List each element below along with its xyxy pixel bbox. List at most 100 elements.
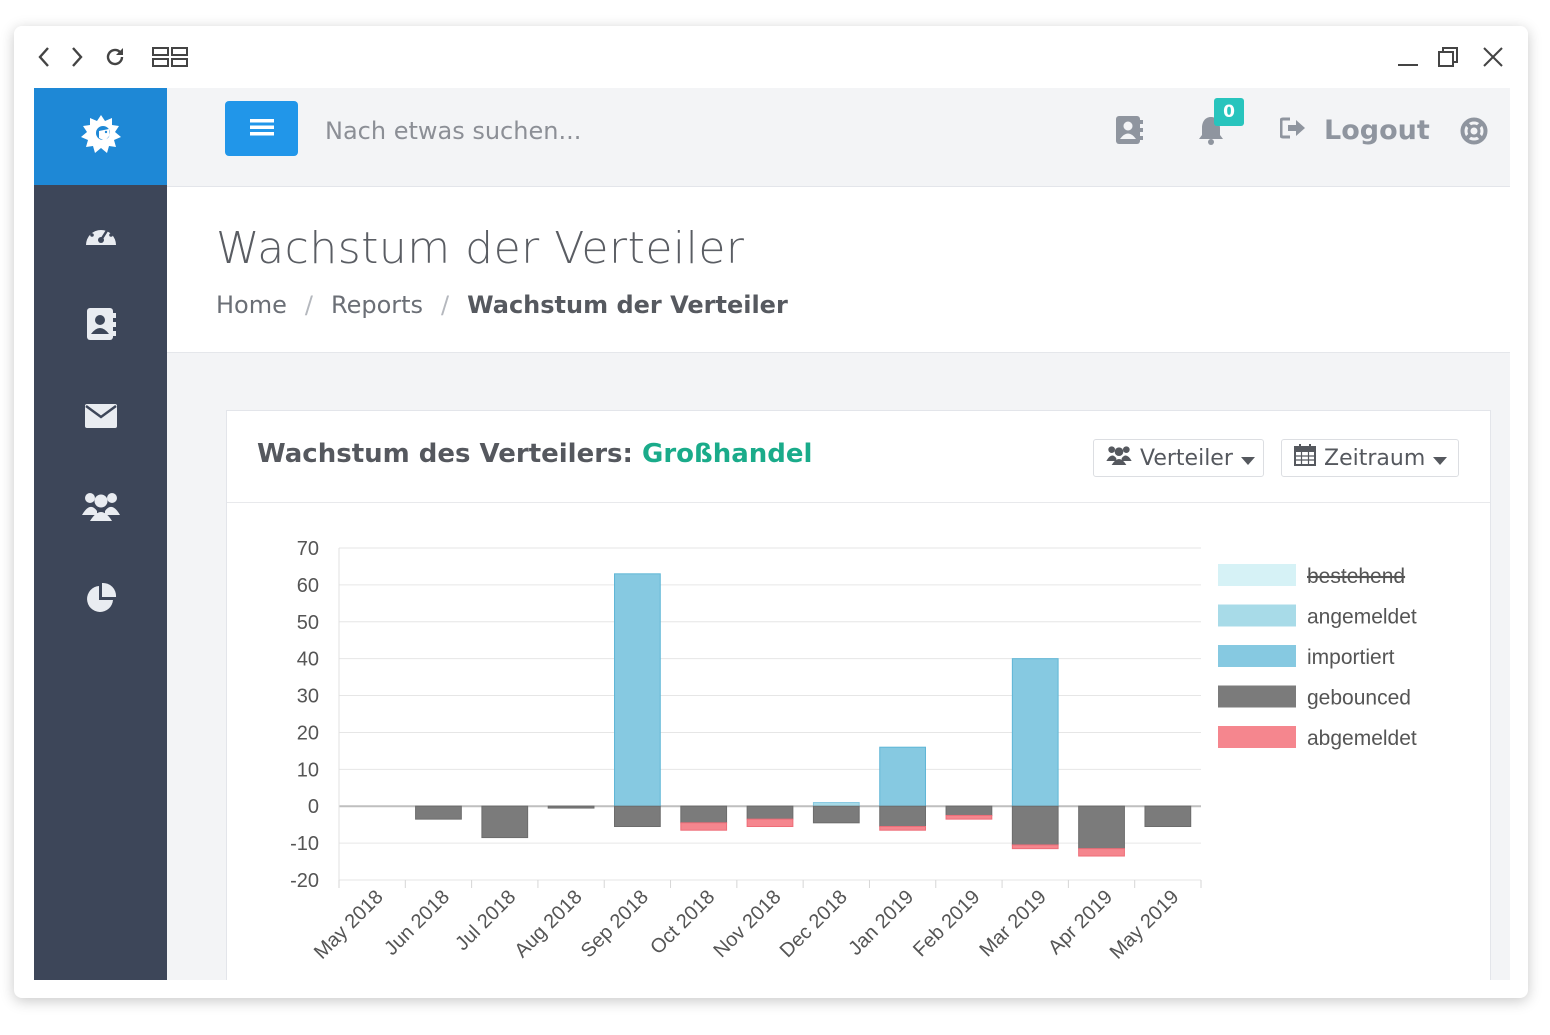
x-tick-label: Mar 2019 bbox=[975, 886, 1050, 961]
sidebar-item-reports[interactable] bbox=[34, 570, 167, 630]
list-filter-dropdown[interactable]: Verteiler bbox=[1093, 439, 1264, 477]
users-icon bbox=[81, 491, 120, 525]
legend-swatch bbox=[1218, 564, 1296, 586]
breadcrumb-reports[interactable]: Reports bbox=[330, 291, 424, 319]
y-tick-label: 70 bbox=[297, 538, 319, 560]
sidebar-item-dashboard[interactable] bbox=[34, 206, 167, 266]
caret-down-icon bbox=[1433, 446, 1448, 471]
breadcrumb-home[interactable]: Home bbox=[216, 291, 287, 319]
top-navbar: 0 Logout bbox=[167, 88, 1510, 187]
x-tick-label: Sep 2018 bbox=[577, 886, 653, 962]
bar-abgemeldet bbox=[680, 822, 728, 831]
address-book-icon[interactable] bbox=[1114, 114, 1144, 146]
breadcrumb-separator: / bbox=[304, 291, 313, 319]
legend-swatch bbox=[1218, 604, 1296, 627]
y-tick-label: 40 bbox=[297, 649, 319, 671]
breadcrumb-current: Wachstum der Verteiler bbox=[467, 291, 788, 319]
bar-abgemeldet bbox=[746, 818, 794, 828]
legend-label: bestehend bbox=[1307, 565, 1405, 588]
bar-importiert bbox=[1011, 658, 1059, 807]
logout-link[interactable]: Logout bbox=[1279, 110, 1430, 150]
bar-importiert bbox=[614, 573, 661, 807]
x-tick-label: Aug 2018 bbox=[510, 886, 586, 962]
selected-list-name: Großhandel bbox=[641, 439, 813, 469]
card-header: Wachstum des Verteilers: Großhandel Vert… bbox=[227, 411, 1490, 503]
x-tick-label: May 2018 bbox=[310, 886, 388, 964]
bar-abgemeldet bbox=[945, 814, 993, 820]
bar-gebounced bbox=[879, 805, 926, 828]
notification-badge: 0 bbox=[1214, 98, 1244, 126]
caret-down-icon bbox=[1240, 446, 1255, 471]
y-tick-label: 0 bbox=[308, 796, 319, 818]
chevron-left-icon[interactable] bbox=[34, 26, 54, 88]
bar-gebounced bbox=[1078, 805, 1125, 850]
x-tick-label: Nov 2018 bbox=[709, 886, 785, 962]
breadcrumb-separator: / bbox=[441, 291, 450, 319]
sign-out-icon bbox=[1279, 117, 1306, 143]
legend-label: importiert bbox=[1307, 646, 1395, 669]
bar-importiert bbox=[879, 746, 926, 807]
app-area: 0 Logout Wachstum der Verteiler Home / R… bbox=[34, 88, 1510, 980]
menu-toggle-button[interactable] bbox=[225, 101, 298, 156]
calendar-icon bbox=[1294, 444, 1316, 472]
bar-gebounced bbox=[415, 805, 462, 820]
bar-gebounced bbox=[812, 805, 860, 824]
lion-logo-icon bbox=[79, 113, 123, 161]
breadcrumb: Home / Reports / Wachstum der Verteiler bbox=[216, 291, 788, 319]
minimize-icon[interactable] bbox=[1396, 26, 1420, 88]
contacts-icon bbox=[86, 307, 116, 345]
y-tick-label: 50 bbox=[297, 612, 319, 634]
chevron-right-icon[interactable] bbox=[67, 26, 87, 88]
pie-chart-icon bbox=[85, 582, 117, 618]
page-header: Wachstum der Verteiler Home / Reports / … bbox=[167, 187, 1510, 353]
x-tick-label: Oct 2018 bbox=[646, 886, 719, 959]
bar-gebounced bbox=[614, 805, 661, 828]
bar-gebounced bbox=[481, 805, 529, 839]
legend-label: gebounced bbox=[1307, 687, 1411, 710]
sidebar-item-contacts[interactable] bbox=[34, 296, 167, 356]
legend-swatch bbox=[1218, 726, 1296, 748]
x-tick-label: Dec 2018 bbox=[776, 886, 852, 962]
browser-window: 0 Logout Wachstum der Verteiler Home / R… bbox=[14, 26, 1528, 998]
reload-icon[interactable] bbox=[102, 26, 128, 88]
sidebar-item-users[interactable] bbox=[34, 478, 167, 538]
bar-abgemeldet bbox=[1078, 848, 1125, 857]
card-title-prefix: Wachstum des Verteilers: bbox=[257, 439, 633, 469]
bar-gebounced bbox=[680, 805, 728, 824]
bar-abgemeldet bbox=[879, 826, 926, 831]
card-title: Wachstum des Verteilers: Großhandel bbox=[257, 439, 812, 469]
y-tick-label: -20 bbox=[290, 870, 319, 892]
page-title: Wachstum der Verteiler bbox=[216, 223, 745, 274]
x-tick-label: Jun 2018 bbox=[380, 886, 454, 960]
envelope-icon bbox=[84, 403, 118, 433]
period-filter-label: Zeitraum bbox=[1324, 445, 1426, 471]
bar-angemeldet bbox=[812, 802, 860, 807]
users-icon bbox=[1106, 445, 1132, 471]
close-icon[interactable] bbox=[1481, 26, 1505, 88]
sidebar-item-mail[interactable] bbox=[34, 388, 167, 448]
y-tick-label: 60 bbox=[297, 575, 319, 597]
legend-label: abgemeldet bbox=[1307, 727, 1417, 750]
list-filter-label: Verteiler bbox=[1140, 445, 1233, 471]
x-tick-label: Jan 2019 bbox=[844, 886, 918, 960]
bar-gebounced bbox=[1011, 805, 1059, 846]
legend-swatch bbox=[1218, 645, 1296, 667]
logo-box[interactable] bbox=[34, 88, 167, 185]
y-tick-label: 20 bbox=[297, 722, 319, 744]
life-ring-icon[interactable] bbox=[1459, 116, 1489, 146]
search-input[interactable] bbox=[323, 106, 727, 156]
bar-gebounced bbox=[746, 805, 794, 820]
report-card: Wachstum des Verteilers: Großhandel Vert… bbox=[226, 410, 1491, 980]
legend-swatch bbox=[1218, 685, 1296, 708]
bar-gebounced bbox=[1144, 805, 1192, 828]
sidebar bbox=[34, 88, 167, 980]
period-filter-dropdown[interactable]: Zeitraum bbox=[1281, 439, 1459, 477]
restore-icon[interactable] bbox=[1436, 26, 1460, 88]
x-tick-label: Feb 2019 bbox=[909, 886, 984, 961]
bar-gebounced bbox=[945, 805, 993, 816]
tab-grid-icon[interactable] bbox=[151, 26, 189, 88]
logout-label: Logout bbox=[1324, 114, 1430, 146]
bar-abgemeldet bbox=[1011, 844, 1059, 850]
y-tick-label: 10 bbox=[297, 759, 319, 781]
